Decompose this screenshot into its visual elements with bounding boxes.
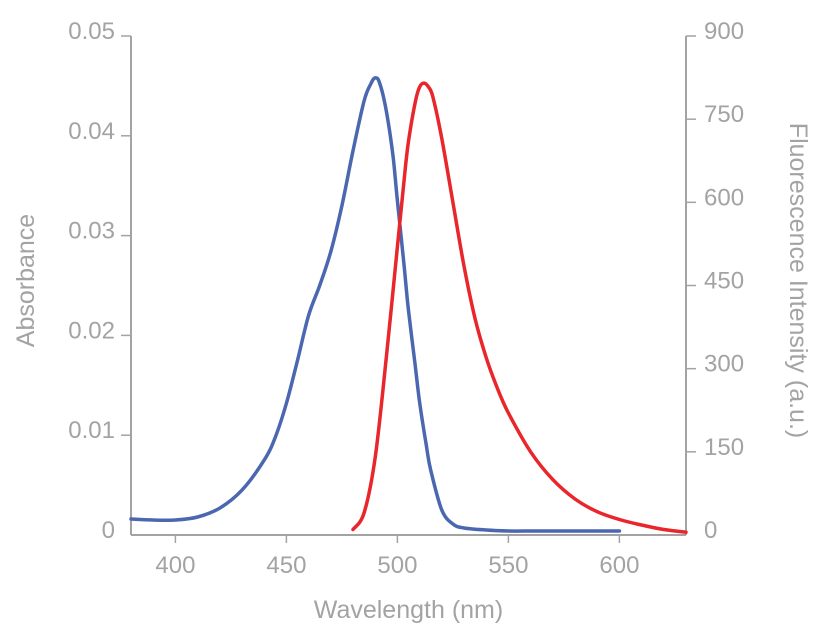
ticks: 400 450 500 550 600 0 0.01 0.02 0.03 0.04 0.05 0 150… xyxy=(68,18,744,579)
y-left-tick-label: 0.04 xyxy=(68,118,115,145)
axes xyxy=(130,36,687,536)
y-right-tick-label: 450 xyxy=(704,268,744,295)
absorbance-series-line xyxy=(129,76,622,533)
fluorescence-series-line xyxy=(351,81,688,534)
y-right-tick-label: 0 xyxy=(704,517,717,544)
x-tick-label: 550 xyxy=(488,552,528,579)
y-right-tick-label: 900 xyxy=(704,18,744,45)
y-axis-right-title: Fluorescence Intensity (a.u.) xyxy=(784,123,812,438)
y-left-tick-label: 0.01 xyxy=(68,417,115,444)
y-left-tick-label: 0.05 xyxy=(68,18,115,45)
x-tick-label: 400 xyxy=(155,552,195,579)
x-axis-title: Wavelength (nm) xyxy=(314,596,503,624)
y-axis-left-title: Absorbance xyxy=(12,214,40,347)
y-right-tick-label: 300 xyxy=(704,351,744,378)
y-left-tick-label: 0 xyxy=(102,517,115,544)
y-right-tick-label: 750 xyxy=(704,101,744,128)
x-tick-label: 450 xyxy=(266,552,306,579)
plot-area xyxy=(129,76,688,534)
x-tick-label: 500 xyxy=(377,552,417,579)
y-right-tick-label: 600 xyxy=(704,184,744,211)
y-left-tick-label: 0.03 xyxy=(68,218,115,245)
y-left-tick-label: 0.02 xyxy=(68,317,115,344)
x-tick-label: 600 xyxy=(599,552,639,579)
y-right-tick-label: 150 xyxy=(704,434,744,461)
